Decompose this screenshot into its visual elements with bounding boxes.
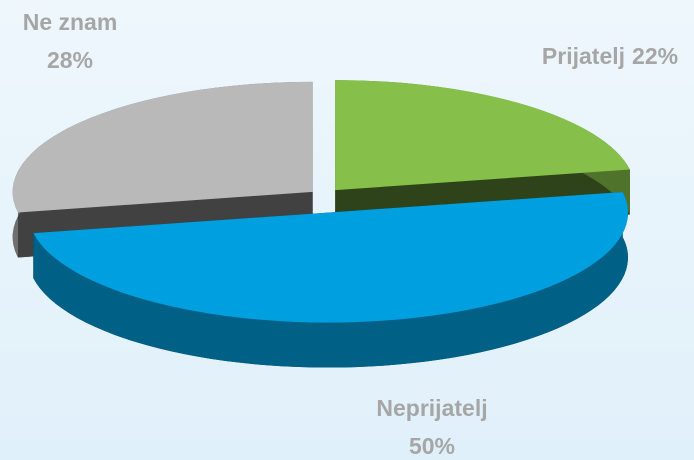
value-label: 50% xyxy=(409,433,455,459)
value-label: 22% xyxy=(632,43,678,69)
category-label: Neprijatelj xyxy=(376,395,487,421)
slice xyxy=(33,191,628,368)
value-label: 28% xyxy=(47,47,93,73)
slice-top xyxy=(335,80,630,191)
category-label: Prijatelj xyxy=(542,43,625,69)
category-label: Ne znam xyxy=(23,9,118,35)
data-label: Prijatelj 22% xyxy=(542,43,678,69)
slice-side xyxy=(33,191,628,368)
slice-top xyxy=(33,191,628,323)
slice-top xyxy=(12,81,313,213)
